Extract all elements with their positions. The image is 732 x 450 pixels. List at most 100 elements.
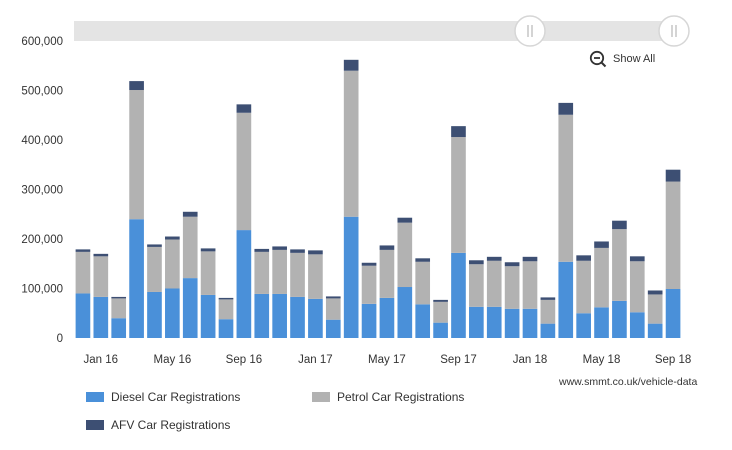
bar-segment-diesel[interactable] bbox=[75, 293, 91, 338]
bar-segment-diesel[interactable] bbox=[647, 323, 663, 338]
bar-segment-petrol[interactable] bbox=[665, 181, 681, 289]
bar-segment-afv[interactable] bbox=[182, 211, 198, 217]
bar-segment-afv[interactable] bbox=[254, 248, 270, 252]
bar-segment-afv[interactable] bbox=[647, 290, 663, 295]
bar-segment-afv[interactable] bbox=[594, 241, 609, 248]
bar-segment-petrol[interactable] bbox=[218, 299, 234, 320]
bar-segment-petrol[interactable] bbox=[290, 252, 305, 297]
bar-segment-afv[interactable] bbox=[129, 81, 144, 91]
bar-segment-diesel[interactable] bbox=[343, 216, 359, 338]
bar-segment-afv[interactable] bbox=[433, 299, 448, 302]
bar-segment-afv[interactable] bbox=[325, 296, 341, 299]
bar-segment-petrol[interactable] bbox=[469, 264, 484, 307]
bar-segment-diesel[interactable] bbox=[576, 313, 591, 338]
bar-segment-petrol[interactable] bbox=[272, 249, 287, 294]
bar-segment-petrol[interactable] bbox=[200, 251, 216, 295]
bar-segment-afv[interactable] bbox=[522, 256, 538, 262]
bar-segment-afv[interactable] bbox=[343, 59, 359, 71]
bar-segment-petrol[interactable] bbox=[522, 261, 538, 309]
bar-segment-afv[interactable] bbox=[111, 296, 127, 299]
bar-segment-afv[interactable] bbox=[504, 262, 520, 267]
bar-segment-afv[interactable] bbox=[540, 297, 556, 300]
bar-segment-afv[interactable] bbox=[612, 220, 627, 230]
range-navigator[interactable] bbox=[74, 15, 690, 47]
bar-segment-diesel[interactable] bbox=[254, 293, 270, 338]
bar-segment-diesel[interactable] bbox=[147, 291, 162, 338]
bar-segment-diesel[interactable] bbox=[433, 322, 448, 338]
bar-segment-diesel[interactable] bbox=[397, 287, 413, 338]
bar-segment-diesel[interactable] bbox=[308, 298, 323, 338]
bar-segment-afv[interactable] bbox=[486, 256, 502, 261]
bar-segment-petrol[interactable] bbox=[93, 256, 109, 297]
legend-item-petrol[interactable]: Petrol Car Registrations bbox=[312, 390, 464, 404]
bar-segment-petrol[interactable] bbox=[308, 254, 323, 299]
bar-segment-petrol[interactable] bbox=[236, 112, 252, 231]
bar-segment-afv[interactable] bbox=[147, 244, 162, 247]
bar-segment-petrol[interactable] bbox=[486, 260, 502, 307]
bar-segment-diesel[interactable] bbox=[200, 294, 216, 338]
bar-segment-petrol[interactable] bbox=[111, 298, 127, 319]
bar-segment-afv[interactable] bbox=[93, 253, 109, 257]
legend-item-diesel[interactable]: Diesel Car Registrations bbox=[86, 390, 240, 404]
bar-segment-afv[interactable] bbox=[397, 217, 413, 223]
bar-segment-afv[interactable] bbox=[576, 255, 591, 261]
bar-segment-petrol[interactable] bbox=[75, 251, 91, 294]
bar-segment-diesel[interactable] bbox=[290, 296, 305, 338]
bar-segment-petrol[interactable] bbox=[451, 137, 466, 253]
navigator-handle-right[interactable] bbox=[658, 15, 690, 47]
bar-segment-diesel[interactable] bbox=[612, 300, 627, 339]
legend-item-afv[interactable]: AFV Car Registrations bbox=[86, 418, 230, 432]
bar-segment-afv[interactable] bbox=[218, 297, 234, 300]
bar-segment-diesel[interactable] bbox=[451, 252, 466, 338]
bar-segment-diesel[interactable] bbox=[236, 230, 252, 338]
bar-segment-diesel[interactable] bbox=[665, 289, 681, 338]
bar-segment-diesel[interactable] bbox=[93, 296, 109, 338]
show-all-button[interactable]: Show All bbox=[589, 50, 655, 68]
bar-segment-afv[interactable] bbox=[665, 169, 681, 182]
bar-segment-afv[interactable] bbox=[200, 248, 216, 252]
bar-segment-afv[interactable] bbox=[415, 258, 431, 262]
bar-segment-diesel[interactable] bbox=[486, 306, 502, 338]
bar-segment-petrol[interactable] bbox=[361, 265, 377, 304]
bar-segment-afv[interactable] bbox=[629, 256, 645, 262]
bar-segment-petrol[interactable] bbox=[147, 246, 162, 292]
bar-segment-afv[interactable] bbox=[361, 262, 377, 266]
bar-segment-petrol[interactable] bbox=[397, 222, 413, 288]
bar-segment-afv[interactable] bbox=[469, 260, 484, 265]
bar-segment-petrol[interactable] bbox=[558, 114, 574, 262]
bar-segment-petrol[interactable] bbox=[165, 239, 180, 289]
bar-segment-afv[interactable] bbox=[75, 249, 91, 252]
bar-segment-afv[interactable] bbox=[165, 236, 180, 240]
bar-segment-diesel[interactable] bbox=[325, 319, 341, 338]
bar-segment-petrol[interactable] bbox=[343, 70, 359, 217]
bar-segment-afv[interactable] bbox=[558, 102, 574, 115]
bar-segment-afv[interactable] bbox=[308, 250, 323, 255]
bar-segment-petrol[interactable] bbox=[504, 266, 520, 309]
bar-segment-diesel[interactable] bbox=[629, 312, 645, 338]
bar-segment-petrol[interactable] bbox=[576, 260, 591, 314]
bar-segment-diesel[interactable] bbox=[540, 323, 556, 338]
bar-segment-afv[interactable] bbox=[236, 104, 252, 113]
bar-segment-diesel[interactable] bbox=[165, 288, 180, 339]
bar-segment-diesel[interactable] bbox=[415, 304, 431, 338]
bar-segment-afv[interactable] bbox=[272, 246, 287, 250]
bar-segment-diesel[interactable] bbox=[129, 219, 144, 338]
bar-segment-diesel[interactable] bbox=[182, 278, 198, 338]
bar-segment-afv[interactable] bbox=[290, 249, 305, 253]
bar-segment-petrol[interactable] bbox=[379, 249, 395, 298]
bar-segment-diesel[interactable] bbox=[522, 308, 538, 338]
navigator-handle-left[interactable] bbox=[514, 15, 546, 47]
bar-segment-petrol[interactable] bbox=[629, 261, 645, 313]
bar-segment-petrol[interactable] bbox=[612, 229, 627, 301]
bar-segment-petrol[interactable] bbox=[325, 298, 341, 320]
bar-segment-petrol[interactable] bbox=[415, 261, 431, 305]
bar-segment-diesel[interactable] bbox=[272, 293, 287, 338]
bar-segment-diesel[interactable] bbox=[469, 306, 484, 338]
bar-segment-diesel[interactable] bbox=[111, 318, 127, 338]
bar-segment-petrol[interactable] bbox=[182, 216, 198, 279]
bar-segment-diesel[interactable] bbox=[379, 297, 395, 338]
bar-segment-petrol[interactable] bbox=[254, 251, 270, 294]
bar-segment-petrol[interactable] bbox=[540, 299, 556, 324]
bar-segment-diesel[interactable] bbox=[558, 261, 574, 338]
bar-segment-afv[interactable] bbox=[379, 245, 395, 250]
